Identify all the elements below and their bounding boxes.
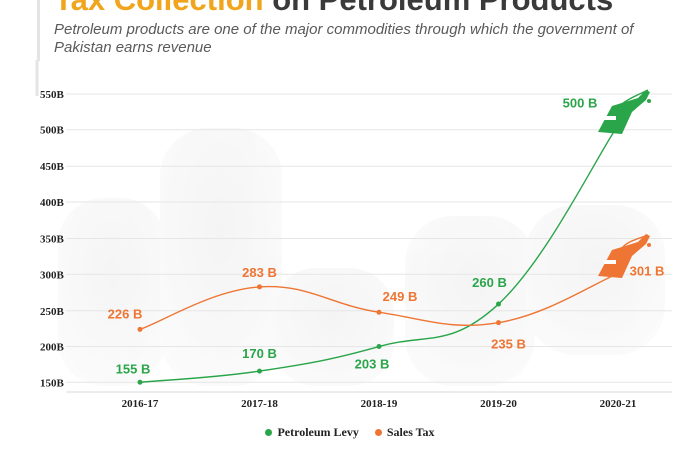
legend: Petroleum Levy Sales Tax (0, 425, 700, 440)
legend-swatch-petroleum-levy (265, 429, 273, 436)
data-label: 155 B (116, 361, 151, 376)
subtitle: Petroleum products are one of the major … (54, 21, 634, 56)
title-rest: on Petroleum Products (264, 0, 613, 17)
legend-swatch-sales-tax (374, 429, 382, 436)
series-line-petroleum-levy (139, 124, 619, 383)
legend-item-sales-tax: Sales Tax (374, 425, 435, 440)
x-tick-label: 2018-19 (361, 398, 398, 410)
data-point (376, 344, 382, 350)
legend-label-petroleum-levy: Petroleum Levy (277, 425, 359, 439)
data-label: 203 B (355, 357, 390, 372)
data-label: 301 B (630, 264, 665, 279)
data-point (257, 284, 262, 290)
data-labels: 155 B 170 B 203 B 260 B 500 B 226 B 283 B 249 B… (108, 95, 665, 376)
y-tick-label: 250B (40, 306, 65, 318)
data-label: 226 B (108, 306, 143, 321)
title-accent: Tax Collection (54, 0, 264, 17)
coin-stack (405, 216, 535, 386)
fuel-nozzle-icon (598, 90, 651, 134)
data-label: 249 B (383, 289, 418, 304)
y-tick-label: 550B (40, 89, 65, 101)
data-point (257, 368, 262, 374)
y-tick-label: 300B (40, 269, 65, 281)
data-point (137, 379, 143, 385)
data-label: 283 B (242, 265, 277, 280)
x-tick-label: 2017-18 (241, 398, 278, 410)
y-tick-label: 400B (40, 197, 65, 209)
data-point (137, 326, 143, 332)
background-coin-stacks (58, 128, 665, 386)
data-point (496, 301, 501, 307)
x-tick-label: 2020-21 (600, 398, 637, 410)
data-label: 235 B (491, 337, 526, 352)
coin-stack (272, 268, 394, 386)
header-accent-bar (37, 0, 40, 61)
page-title: Tax Collection on Petroleum Products (54, 0, 613, 18)
data-label: 500 B (563, 95, 598, 110)
legend-item-petroleum-levy: Petroleum Levy (265, 425, 359, 440)
y-tick-label: 350B (40, 233, 65, 245)
x-tick-label: 2019-20 (480, 398, 517, 410)
y-axis: 150B 200B 250B 300B 350B 400B 450B 500B 550B (40, 89, 65, 389)
data-point (376, 309, 382, 315)
data-point (496, 320, 501, 326)
data-label: 170 B (242, 346, 277, 361)
coin-stack (160, 128, 282, 386)
fuel-nozzle-icon (598, 234, 651, 278)
y-tick-label: 450B (40, 161, 65, 173)
data-label: 260 B (472, 275, 507, 290)
header: Tax Collection on Petroleum Products Pet… (0, 0, 700, 64)
y-tick-label: 200B (40, 342, 65, 354)
x-tick-label: 2016-17 (122, 398, 159, 410)
y-tick-label: 150B (40, 377, 65, 389)
gridlines (66, 93, 672, 393)
coin-stack (58, 198, 166, 386)
y-tick-label: 500B (40, 125, 65, 137)
x-axis: 2016-17 2017-18 2018-19 2019-20 2020-21 (122, 398, 637, 410)
legend-label-sales-tax: Sales Tax (386, 425, 435, 439)
coin-stack (525, 205, 665, 355)
